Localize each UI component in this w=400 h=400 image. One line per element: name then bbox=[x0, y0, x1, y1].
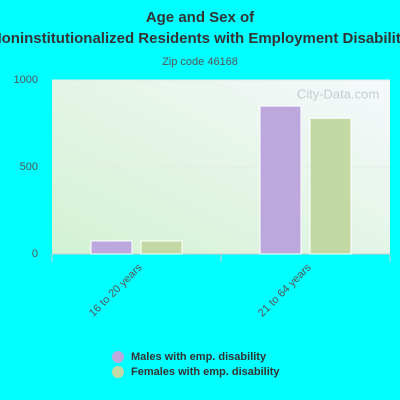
x-tick-label: 21 to 64 years bbox=[256, 261, 314, 319]
legend-label: Females with emp. disability bbox=[131, 366, 280, 378]
bar bbox=[259, 105, 302, 255]
chart-title: Age and Sex of Noninstitutionalized Resid… bbox=[0, 9, 400, 47]
y-tick-label: 500 bbox=[20, 161, 38, 173]
bar bbox=[90, 240, 133, 255]
bar bbox=[309, 117, 352, 255]
legend-marker bbox=[112, 366, 124, 378]
y-tick-label: 0 bbox=[32, 248, 38, 260]
chart-subtitle: Zip code 46168 bbox=[162, 56, 238, 68]
x-tick-label: 16 to 20 years bbox=[87, 261, 145, 319]
legend-marker bbox=[112, 351, 124, 363]
bar bbox=[140, 240, 183, 255]
watermark: City-Data.com bbox=[297, 86, 379, 101]
legend-label: Males with emp. disability bbox=[131, 351, 267, 363]
y-tick-label: 1000 bbox=[14, 74, 38, 86]
